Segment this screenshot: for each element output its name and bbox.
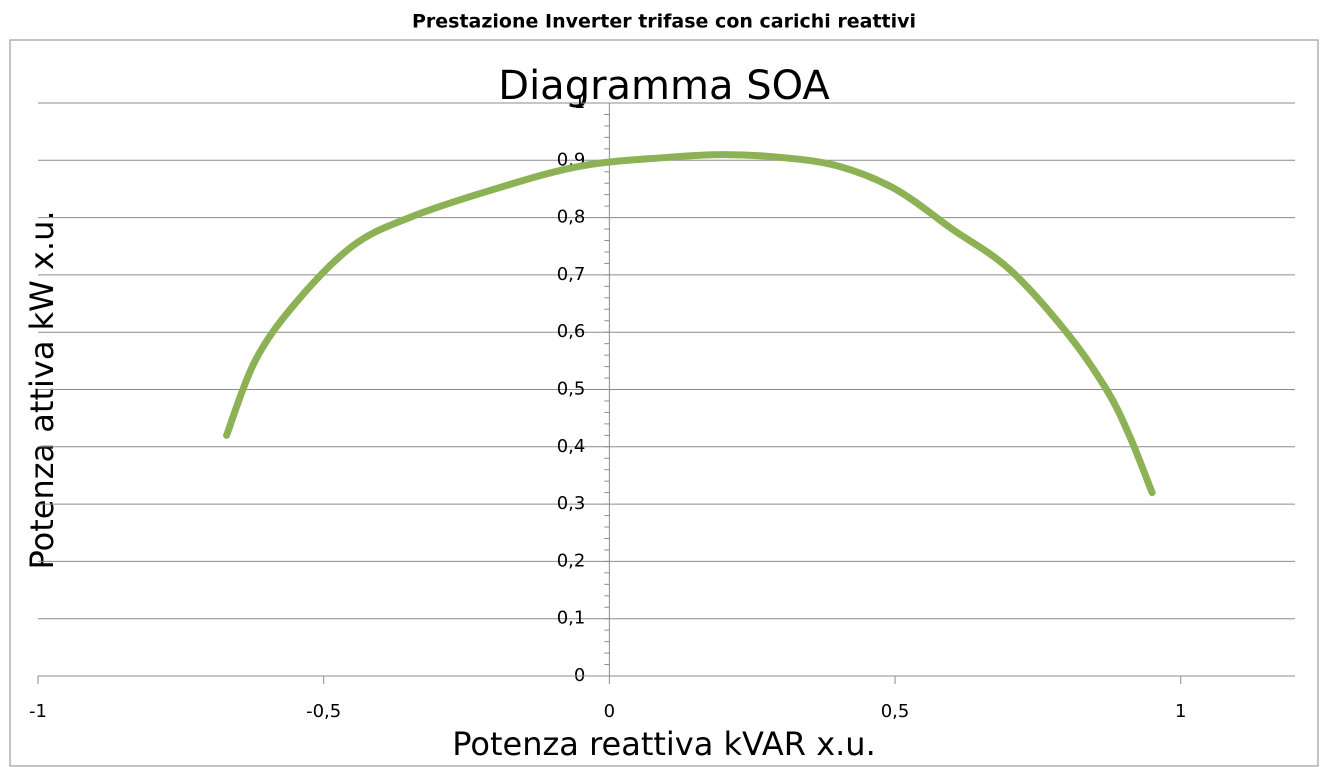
y-tick-label: 0,5	[557, 379, 586, 400]
x-tick-label: -0,5	[306, 701, 341, 722]
chart-frame	[9, 39, 1319, 767]
x-tick-label: 0,5	[881, 701, 910, 722]
x-tick-label: 0	[604, 701, 615, 722]
y-tick-label: 0,8	[557, 207, 586, 228]
x-tick-label: -1	[29, 701, 47, 722]
x-axis-label: Potenza reattiva kVAR x.u.	[452, 725, 876, 763]
y-tick-label: 0,2	[557, 550, 586, 571]
y-tick-label: 0,7	[557, 264, 586, 285]
y-tick-label: 0,3	[557, 493, 586, 514]
y-tick-label: 1	[574, 92, 585, 113]
y-tick-label: 0,1	[557, 608, 586, 629]
x-tick-label: 1	[1175, 701, 1186, 722]
data-line	[223, 151, 1156, 497]
header: Prestazione Inverter trifase con carichi…	[412, 11, 916, 33]
y-tick-label: 0,6	[557, 321, 586, 342]
y-tick-label: 0,4	[557, 436, 586, 457]
chart-title: Diagramma SOA	[498, 63, 830, 109]
